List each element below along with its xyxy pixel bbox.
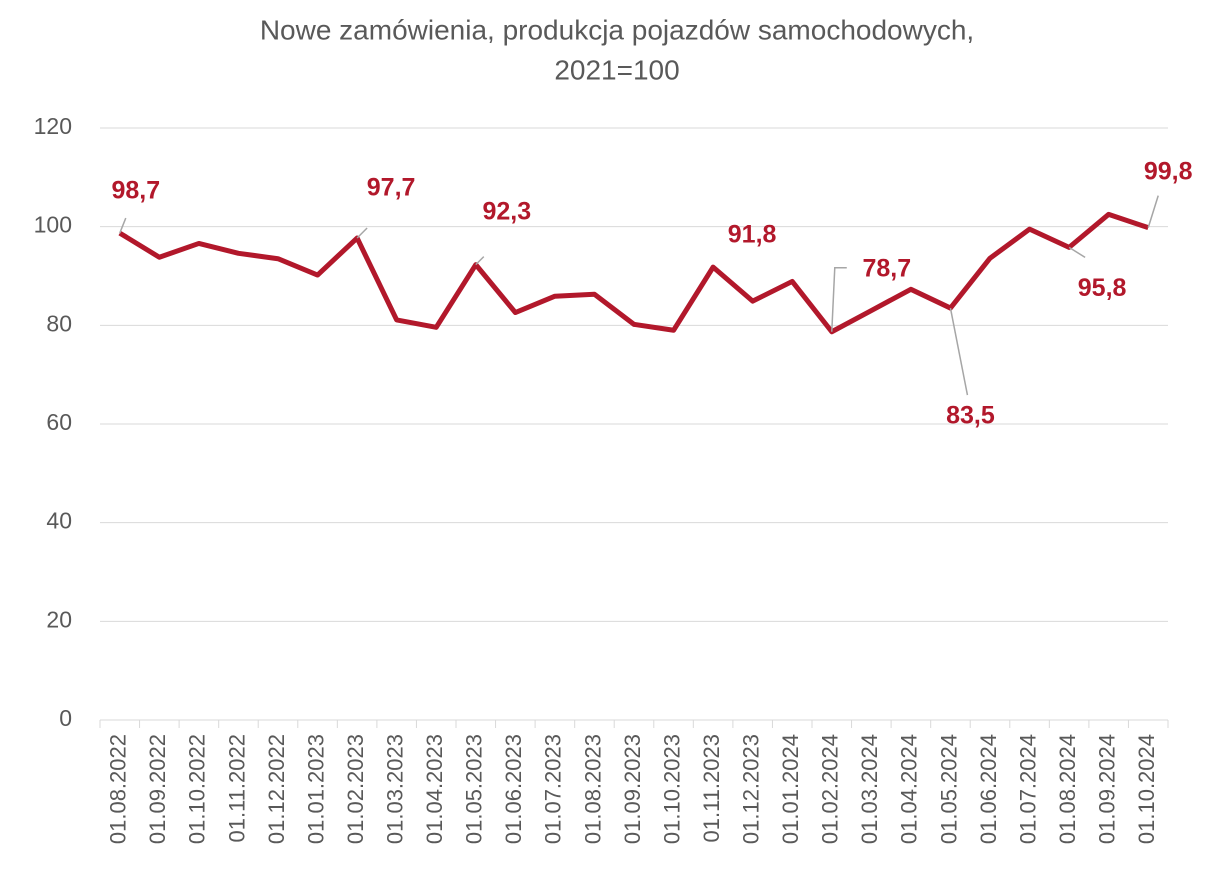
x-tick-label: 01.08.2023: [580, 734, 605, 844]
y-tick-label: 20: [46, 606, 72, 632]
y-tick-label: 100: [34, 212, 72, 238]
y-tick-label: 0: [59, 705, 72, 731]
x-tick-label: 01.09.2022: [145, 734, 170, 844]
leader-line: [1147, 195, 1159, 228]
y-tick-label: 60: [46, 409, 72, 435]
data-label: 83,5: [946, 402, 995, 430]
data-label: 92,3: [482, 197, 531, 225]
data-label: 97,7: [367, 174, 416, 202]
x-tick-label: 01.08.2024: [1055, 734, 1080, 844]
x-tick-label: 01.06.2024: [976, 734, 1001, 844]
x-tick-label: 01.01.2023: [303, 734, 328, 844]
x-tick-label: 01.02.2023: [343, 734, 368, 844]
y-tick-label: 80: [46, 310, 72, 336]
x-tick-label: 01.09.2024: [1094, 734, 1119, 844]
line: [118, 211, 1150, 335]
x-tick-label: 01.07.2024: [1015, 734, 1040, 844]
x-tick-label: 01.08.2022: [106, 734, 131, 844]
x-tick-label: 01.04.2024: [897, 734, 922, 844]
x-tick-label: 01.06.2023: [501, 734, 526, 844]
x-tick-label: 01.10.2022: [185, 734, 210, 844]
data-label: 99,8: [1144, 157, 1193, 185]
data-label: 98,7: [111, 177, 160, 205]
leader-line: [949, 307, 969, 396]
x-tick-label: 01.09.2023: [620, 734, 645, 844]
x-tick-label: 01.03.2023: [382, 734, 407, 844]
y-tick-label: 40: [46, 508, 72, 534]
leader-line: [119, 217, 127, 234]
x-tick-label: 01.12.2023: [738, 734, 763, 844]
y-tick-label: 120: [34, 113, 72, 139]
leader-line: [1068, 246, 1086, 259]
leader-line: [831, 266, 847, 332]
x-tick-label: 01.10.2023: [659, 734, 684, 844]
x-tick-label: 01.12.2022: [264, 734, 289, 844]
data-label: 95,8: [1078, 274, 1127, 302]
chart-title: Nowe zamówienia, produkcja pojazdów samo…: [260, 14, 974, 45]
leader-line: [475, 256, 485, 266]
x-tick-label: 01.11.2022: [224, 734, 249, 842]
x-tick-label: 01.11.2023: [699, 734, 724, 842]
x-tick-label: 01.01.2024: [778, 734, 803, 844]
leader-line: [356, 227, 368, 239]
x-tick-label: 01.10.2024: [1134, 734, 1159, 844]
chart-title: 2021=100: [554, 54, 679, 85]
x-tick-label: 01.07.2023: [541, 734, 566, 844]
x-tick-label: 01.03.2024: [857, 734, 882, 844]
data-label: 78,7: [862, 254, 911, 282]
x-tick-label: 01.05.2023: [462, 734, 487, 844]
x-tick-label: 01.05.2024: [936, 734, 961, 844]
data-label: 91,8: [728, 221, 777, 249]
x-tick-label: 01.04.2023: [422, 734, 447, 844]
x-tick-label: 01.02.2024: [818, 734, 843, 844]
